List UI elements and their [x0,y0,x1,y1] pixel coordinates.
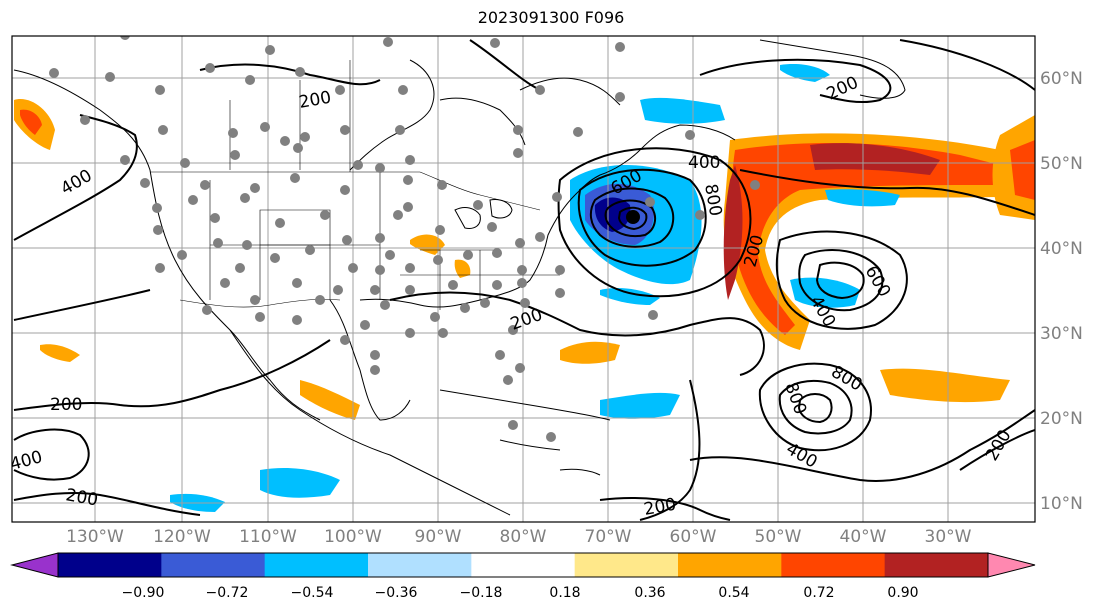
contour-label: 200 [297,88,332,113]
lon-label: 100°W [324,527,382,547]
lat-label: 30°N [1040,324,1083,344]
lon-label: 90°W [415,527,462,547]
colorbar-extend-low [10,552,59,578]
colorbar-tick-labels: −0.90 −0.72 −0.54 −0.36 −0.18 0.18 0.36 … [122,585,919,601]
colorbar-tick-label: −0.90 [122,585,165,601]
lat-label: 10°N [1040,494,1083,514]
colorbar-segment [368,553,472,577]
colorbar-segment [471,553,576,577]
contour-label: 400 [688,153,720,173]
colorbar-segment [884,553,989,577]
latitude-labels: 60°N 50°N 40°N 30°N 20°N 10°N [1040,69,1083,514]
contour-label: 800 [780,380,810,417]
colorbar-tick-label: 0.90 [887,585,918,601]
storm-center-marker [626,210,640,224]
lon-label: 30°W [925,527,972,547]
political-borders [150,60,560,310]
colorbar-tick-label: −0.36 [375,585,418,601]
colorbar-segment [58,553,162,577]
colorbar [10,552,1036,578]
station-markers [49,36,760,442]
lat-label: 40°N [1040,239,1083,259]
lat-label: 50°N [1040,154,1083,174]
contour-label: 400 [8,447,45,475]
contour-label: 200 [50,395,82,415]
contour-label: 200 [642,495,677,520]
map-title: 2023091300 F096 [477,8,625,27]
contour-lines [13,39,1035,521]
lon-label: 80°W [500,527,547,547]
colorbar-frame [57,552,989,578]
colorbar-segment [161,553,266,577]
colorbar-tick-label: 0.54 [718,585,749,601]
contour-label: 800 [828,362,866,396]
colorbar-tick-label: −0.72 [206,585,249,601]
contour-label: 400 [58,166,96,200]
lat-label: 60°N [1040,69,1083,89]
colorbar-segment [678,553,782,577]
lon-label: 60°W [670,527,717,547]
lat-label: 20°N [1040,409,1083,429]
contour-label: 200 [64,485,99,510]
colorbar-tick-label: 0.72 [803,585,834,601]
lon-label: 110°W [239,527,297,547]
lon-label: 120°W [153,527,211,547]
colorbar-segment [781,553,886,577]
colorbar-segment [264,553,369,577]
lon-label: 70°W [585,527,632,547]
lon-label: 130°W [66,527,124,547]
lon-label: 50°W [755,527,802,547]
colorbar-segment [574,553,679,577]
warm-anomaly-areas [14,99,1035,420]
colorbar-tick-label: 0.18 [549,585,580,601]
contour-label: 200 [982,426,1016,464]
lon-label: 40°W [840,527,887,547]
colorbar-tick-label: −0.18 [460,585,503,601]
colorbar-tick-label: 0.36 [634,585,665,601]
longitude-labels: 130°W 120°W 110°W 100°W 90°W 80°W 70°W 6… [66,527,972,547]
contour-label: 200 [508,305,545,335]
map-frame [11,35,1036,523]
colorbar-tick-label: −0.54 [291,585,334,601]
contour-label: 600 [861,263,895,301]
colorbar-extend-high [987,552,1036,578]
